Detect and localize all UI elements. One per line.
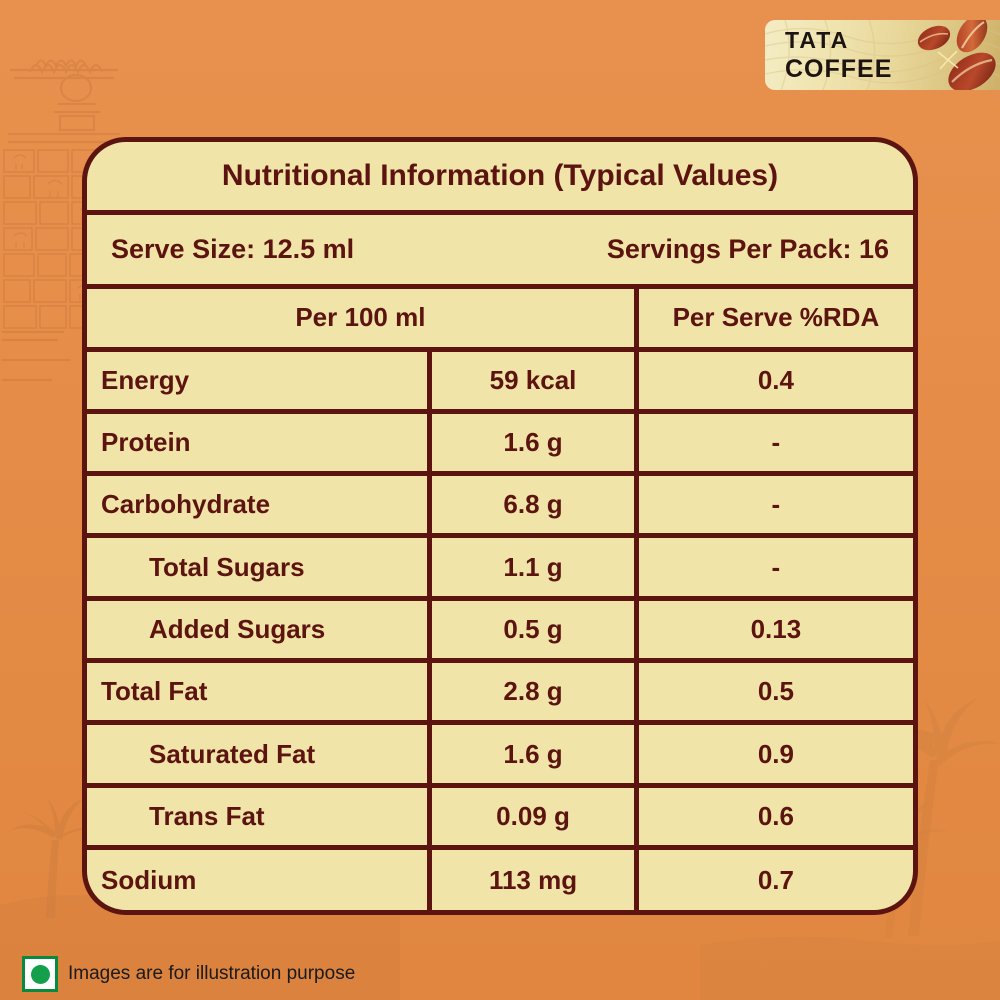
nutrient-per-serve-rda: 0.6 [633,782,913,848]
table-row: Energy 59 kcal 0.4 [87,346,913,412]
nutrient-label: Carbohydrate [87,471,430,536]
serve-size-label: Serve Size: 12.5 ml [111,234,355,265]
nutrient-per-100ml: 113 mg [427,845,637,910]
nutrient-per-serve-rda: - [633,408,913,474]
nutrient-per-100ml: 1.6 g [427,720,637,786]
column-header-per-serve-rda: Per Serve %RDA [633,284,913,350]
table-row: Trans Fat 0.09 g 0.6 [87,782,913,848]
ground-shadow-right [700,936,1000,1000]
logo-line-coffee: COFFEE [785,55,893,83]
logo-line-tata: TATA [785,27,850,53]
nutrient-per-serve-rda: - [633,471,913,536]
nutrient-per-100ml: 2.8 g [427,658,637,723]
nutrient-per-serve-rda: 0.5 [633,658,913,723]
nutrient-label: Total Sugars [87,533,430,599]
nutrient-per-100ml: 59 kcal [427,346,637,412]
nutrient-per-100ml: 1.1 g [427,533,637,599]
disclaimer-text: Images are for illustration purpose [68,963,356,984]
serve-info-row: Serve Size: 12.5 ml Servings Per Pack: 1… [87,209,913,287]
nutrition-title-row: Nutritional Information (Typical Values) [87,142,913,212]
serve-info-cell: Serve Size: 12.5 ml Servings Per Pack: 1… [87,209,913,287]
nutrient-per-100ml: 1.6 g [427,408,637,474]
nutrition-panel: Nutritional Information (Typical Values)… [82,137,918,915]
nutrient-per-serve-rda: 0.7 [633,845,913,910]
nutrient-per-100ml: 0.09 g [427,782,637,848]
nutrient-per-100ml: 0.5 g [427,595,637,661]
nutrient-per-serve-rda: 0.4 [633,346,913,412]
column-header-row: Per 100 ml Per Serve %RDA [87,284,913,350]
tata-coffee-logo: TATA COFFEE [765,20,1000,90]
column-header-per-100ml: Per 100 ml [87,284,637,350]
nutrient-label: Added Sugars [87,595,430,661]
table-row: Total Sugars 1.1 g - [87,533,913,599]
table-row: Carbohydrate 6.8 g - [87,471,913,536]
nutrition-table: Nutritional Information (Typical Values)… [87,142,913,910]
table-row: Total Fat 2.8 g 0.5 [87,658,913,723]
nutrient-per-serve-rda: 0.9 [633,720,913,786]
servings-per-pack-label: Servings Per Pack: 16 [606,234,889,265]
nutrient-per-100ml: 6.8 g [427,471,637,536]
nutrient-label: Energy [87,346,430,412]
nutrient-label: Sodium [87,845,430,910]
nutrient-label: Saturated Fat [87,720,430,786]
table-row: Saturated Fat 1.6 g 0.9 [87,720,913,786]
veg-dot-inner [30,964,50,984]
footer-disclaimer: Images are for illustration purpose [22,956,355,992]
nutrient-per-serve-rda: 0.13 [633,595,913,661]
table-row: Sodium 113 mg 0.7 [87,845,913,910]
page-title: Nutritional Information (Typical Values) [221,158,779,192]
nutrient-label: Trans Fat [87,782,430,848]
nutrient-per-serve-rda: - [633,533,913,599]
nutrient-label: Protein [87,408,430,474]
nutrient-label: Total Fat [87,658,430,723]
table-row: Added Sugars 0.5 g 0.13 [87,595,913,661]
logo-wordmark: TATA COFFEE [785,29,892,82]
vegetarian-green-dot-icon [22,956,58,992]
coffee-bean-icon [917,20,996,90]
table-row: Protein 1.6 g - [87,408,913,474]
